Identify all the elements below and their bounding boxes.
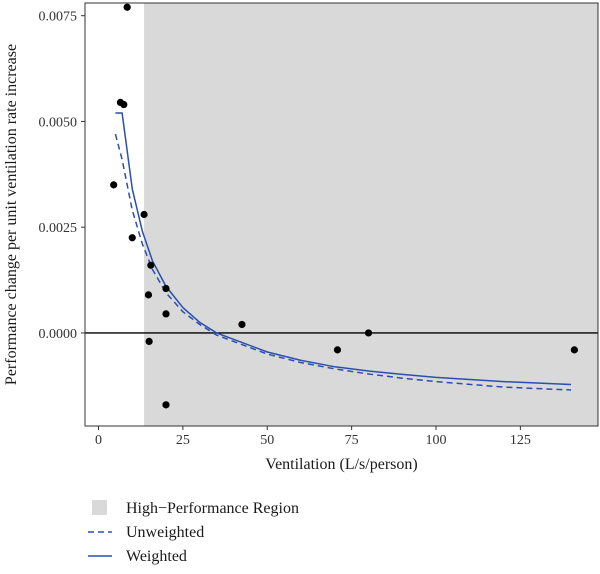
y-tick-label: 0.0000: [39, 327, 78, 342]
series-layer: [114, 112, 572, 391]
data-point: [110, 181, 118, 189]
legend: High−Performance Region Unweighted Weigh…: [88, 500, 299, 565]
x-tick-label: 50: [260, 433, 274, 448]
legend-label-unweighted: Unweighted: [126, 524, 204, 541]
data-point: [162, 310, 170, 318]
plot-frame: [84, 2, 599, 427]
legend-label-high-performance-region: High−Performance Region: [126, 500, 299, 517]
y-tick-label: 0.0075: [39, 10, 78, 25]
series-line-unweighted: [114, 133, 572, 391]
y-tick-label: 0.0050: [39, 115, 78, 130]
data-point: [162, 284, 170, 293]
data-point: [140, 210, 148, 219]
x-axis-title: Ventilation (L/s/person): [265, 456, 417, 473]
legend-swatch-high-performance-region: [92, 500, 107, 515]
data-point: [120, 100, 128, 109]
legend-label-weighted: Weighted: [126, 548, 187, 565]
x-tick-label: 25: [176, 433, 190, 448]
data-point: [238, 320, 246, 329]
series-line-weighted: [115, 112, 572, 386]
points-layer: [110, 3, 578, 409]
data-point: [128, 234, 136, 242]
data-point: [333, 346, 342, 354]
x-tick-label: 125: [510, 433, 531, 448]
x-axis: 0 25 50 75 100 125: [95, 426, 531, 448]
data-point: [570, 346, 578, 354]
y-tick-label: 0.0025: [39, 221, 78, 236]
x-tick-label: 100: [426, 433, 447, 448]
x-tick-label: 0: [95, 433, 102, 448]
data-point: [123, 3, 131, 11]
high-performance-region: [144, 3, 598, 426]
x-tick-label: 75: [345, 433, 359, 448]
data-point: [147, 261, 155, 269]
data-point: [144, 291, 153, 299]
data-point: [162, 401, 170, 409]
data-point: [145, 337, 153, 345]
y-axis-title: Performance change per unit ventilation …: [3, 44, 20, 385]
y-axis: 0.0000 0.0025 0.0050 0.0075: [39, 10, 85, 342]
data-point: [364, 329, 373, 337]
